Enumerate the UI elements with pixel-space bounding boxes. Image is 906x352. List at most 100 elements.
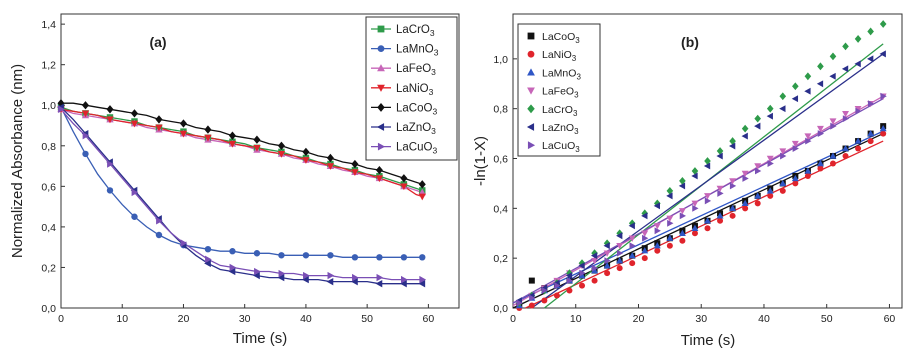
panel-a-legend-box — [365, 16, 458, 161]
panel-b-x-axis-title: Time (s) — [681, 332, 735, 349]
legend-marker-lacuo3 — [377, 142, 386, 151]
data-point-lanio3 — [375, 175, 384, 183]
data-point-lacro3 — [817, 62, 824, 71]
data-point-lazno3 — [565, 272, 573, 280]
data-point-lazno3 — [590, 252, 598, 260]
data-point-lacuo3 — [704, 197, 712, 205]
data-point-lacoo3 — [277, 141, 285, 150]
data-point-lacuo3 — [717, 189, 724, 197]
data-point-lacro3 — [766, 104, 774, 113]
data-point-lazno3 — [829, 72, 836, 80]
legend-label-lazno3: LaZnO3 — [396, 122, 436, 136]
data-point-lacuo3 — [667, 219, 674, 227]
panel-b-label: (b) — [681, 34, 699, 50]
x-tick-label: 40 — [300, 313, 312, 325]
data-point-lacuo3 — [352, 273, 359, 282]
data-point-lanio3 — [204, 134, 212, 142]
data-point-lazno3 — [841, 65, 849, 73]
y-tick-label: 1,2 — [41, 60, 56, 72]
data-point-lanio3 — [277, 151, 286, 158]
data-point-lanio3 — [351, 169, 359, 176]
data-point-lanio3 — [792, 180, 799, 187]
data-point-lanio3 — [817, 165, 824, 172]
data-point-lacuo3 — [842, 115, 850, 123]
data-point-lacuo3 — [654, 227, 661, 235]
legend-marker-lacro3 — [527, 104, 535, 114]
data-point-lacuo3 — [58, 105, 65, 113]
data-point-lacro3 — [603, 239, 611, 248]
data-point-lacoo3 — [351, 159, 359, 169]
data-point-lanio3 — [253, 144, 261, 152]
data-point-lanio3 — [541, 297, 548, 304]
data-point-lacuo3 — [180, 239, 188, 247]
data-point-lazno3 — [302, 275, 309, 284]
data-point-lanio3 — [155, 124, 163, 132]
data-point-lafeo3 — [842, 110, 849, 118]
data-point-lacro3 — [779, 92, 787, 101]
data-point-lamno3 — [704, 217, 711, 224]
data-point-lamno3 — [729, 204, 737, 212]
data-point-lazno3 — [653, 202, 661, 210]
data-point-lacro3 — [641, 209, 649, 218]
data-point-lamno3 — [400, 254, 408, 261]
data-point-lafeo3 — [653, 223, 661, 230]
legend-marker-lacoo3 — [527, 32, 535, 40]
data-point-lanio3 — [106, 116, 114, 124]
panel-b-plot-frame — [512, 13, 903, 309]
data-point-lazno3 — [728, 142, 736, 150]
data-point-lacuo3 — [880, 92, 887, 100]
data-point-lazno3 — [277, 273, 285, 282]
y-tick-label: 0,6 — [41, 181, 56, 193]
data-point-lazno3 — [754, 122, 761, 130]
data-point-lanio3 — [779, 187, 786, 194]
data-point-lazno3 — [816, 80, 824, 88]
series-line-lanio3 — [60, 108, 423, 198]
data-point-lacro3 — [804, 72, 812, 81]
data-point-lamno3 — [691, 224, 699, 231]
data-point-lazno3 — [716, 152, 723, 160]
data-point-lanio3 — [591, 277, 598, 284]
data-point-lacuo3 — [107, 160, 114, 168]
data-point-lafeo3 — [628, 235, 636, 242]
y-tick-label: 0,8 — [41, 141, 56, 153]
data-point-lamno3 — [879, 125, 887, 132]
data-point-lacro3 — [741, 124, 749, 133]
fit-line-lamno3 — [512, 130, 884, 304]
x-tick-label: 30 — [695, 313, 707, 325]
data-point-lanio3 — [729, 212, 736, 219]
data-point-lanio3 — [679, 237, 686, 244]
data-point-lamno3 — [302, 252, 310, 259]
data-point-lacuo3 — [229, 263, 237, 272]
data-point-lamno3 — [678, 229, 686, 236]
data-point-lamno3 — [641, 247, 649, 254]
data-point-lacuo3 — [327, 271, 335, 280]
data-point-lacro3 — [842, 42, 849, 51]
data-point-lamno3 — [578, 272, 586, 279]
y-tick-label: 0,0 — [41, 303, 56, 315]
data-point-lacuo3 — [529, 294, 536, 302]
data-point-lacuo3 — [278, 269, 286, 278]
data-point-lacoo3 — [302, 147, 310, 157]
legend-label-lacoo3: LaCoO3 — [542, 31, 580, 45]
panel-a-label: (a) — [149, 34, 166, 50]
legend-marker-lacro3 — [377, 25, 385, 33]
y-tick-label: 0,2 — [41, 262, 56, 274]
data-point-lanio3 — [717, 217, 724, 224]
series-line-lamno3 — [60, 107, 423, 258]
data-point-lamno3 — [106, 187, 114, 194]
data-point-lacuo3 — [817, 130, 825, 138]
data-point-lacoo3 — [228, 131, 236, 140]
legend-label-lacoo3: LaCoO3 — [396, 102, 437, 116]
data-point-lanio3 — [553, 292, 560, 299]
data-point-lazno3 — [791, 95, 799, 103]
data-point-lanio3 — [867, 138, 874, 145]
data-point-lamno3 — [603, 262, 611, 269]
panel-a-x-axis-title: Time (s) — [233, 330, 287, 347]
data-point-lafeo3 — [741, 170, 749, 178]
data-point-lacuo3 — [303, 271, 310, 280]
data-point-lafeo3 — [678, 208, 686, 215]
x-tick-label: 60 — [884, 313, 896, 325]
data-point-lazno3 — [326, 277, 334, 286]
data-point-lamno3 — [82, 150, 89, 158]
data-point-lacuo3 — [805, 137, 812, 145]
